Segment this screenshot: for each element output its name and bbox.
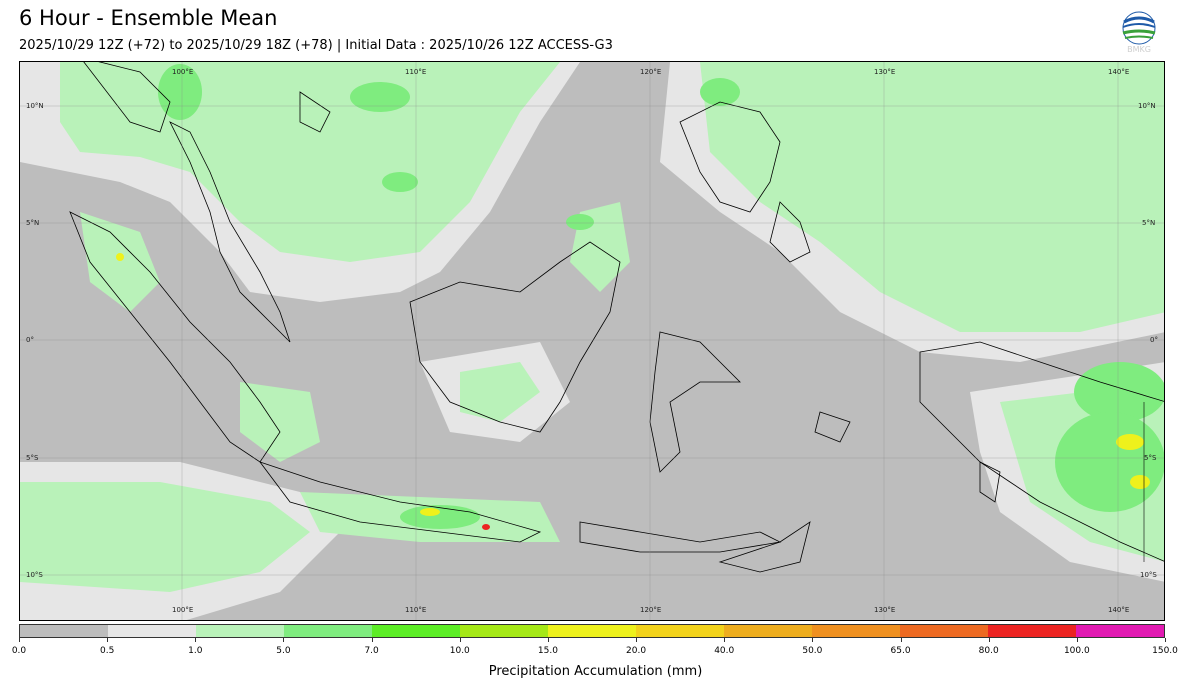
lat-label-right-10s: 10°S xyxy=(1140,571,1157,579)
svg-text:BMKG: BMKG xyxy=(1127,45,1151,54)
colorbar-tick-label: 7.0 xyxy=(364,646,379,656)
colorbar-segment xyxy=(988,625,1076,637)
colorbar-tick-label: 1.0 xyxy=(188,646,203,656)
colorbar-tick-label: 15.0 xyxy=(537,646,558,656)
colorbar-segment xyxy=(548,625,636,637)
lon-label-top-120: 120°E xyxy=(640,68,662,76)
colorbar-segment xyxy=(20,625,108,637)
colorbar-segment xyxy=(460,625,548,637)
lat-label-left-5n: 5°N xyxy=(26,219,40,227)
colorbar-tick-label: 5.0 xyxy=(276,646,291,656)
colorbar-tick-label: 0.0 xyxy=(11,646,27,656)
lat-label-right-5n: 5°N xyxy=(1142,219,1156,227)
lat-label-left-10n: 10°N xyxy=(26,102,44,110)
colorbar-segment xyxy=(372,625,460,637)
precipitation-map: 100°E 110°E 120°E 130°E 140°E 100°E 110°… xyxy=(19,61,1165,621)
colorbar-tickmark xyxy=(900,638,902,642)
precip-layer-high xyxy=(116,253,1150,516)
colorbar-tickmark xyxy=(724,638,726,642)
lat-label-left-10s: 10°S xyxy=(26,571,43,579)
colorbar-segment xyxy=(1076,625,1164,637)
colorbar-tick-label: 100.0 xyxy=(1063,646,1090,656)
colorbar-tick-label: 0.5 xyxy=(99,646,115,656)
map-canvas xyxy=(20,62,1164,620)
lat-label-right-0: 0° xyxy=(1150,336,1158,344)
lon-label-bottom-100: 100°E xyxy=(172,606,194,614)
lat-label-right-10n: 10°N xyxy=(1138,102,1156,110)
chart-subtitle: 2025/10/29 12Z (+72) to 2025/10/29 18Z (… xyxy=(19,38,613,53)
colorbar-segment xyxy=(900,625,988,637)
colorbar-tickmark xyxy=(547,638,549,642)
colorbar-tick-label: 40.0 xyxy=(714,646,735,656)
lon-label-bottom-120: 120°E xyxy=(640,606,662,614)
colorbar-tickmark xyxy=(459,638,461,642)
colorbar-tickmark xyxy=(1165,638,1166,642)
lon-label-bottom-130: 130°E xyxy=(874,606,896,614)
colorbar-tick-label: 20.0 xyxy=(626,646,647,656)
colorbar-tick-label: 10.0 xyxy=(449,646,470,656)
colorbar-tickmark xyxy=(988,638,990,642)
coastlines xyxy=(69,62,1164,573)
lat-label-left-5s: 5°S xyxy=(26,454,39,462)
colorbar-segment xyxy=(284,625,372,637)
colorbar-tickmark xyxy=(1076,638,1078,642)
colorbar-tickmark xyxy=(19,638,20,642)
colorbar-segment xyxy=(636,625,724,637)
colorbar-tick-label: 65.0 xyxy=(890,646,911,656)
colorbar-tick-label: 150.0 xyxy=(1152,646,1178,656)
chart-title: 6 Hour - Ensemble Mean xyxy=(19,6,278,30)
graticule xyxy=(20,62,1164,620)
colorbar-segment xyxy=(196,625,284,637)
precip-layer-extreme xyxy=(482,524,490,530)
bmkg-logo: BMKG xyxy=(1122,11,1156,54)
lon-label-bottom-140: 140°E xyxy=(1108,606,1130,614)
colorbar-tick-label: 80.0 xyxy=(978,646,999,656)
lon-label-top-130: 130°E xyxy=(874,68,896,76)
lon-label-top-140: 140°E xyxy=(1108,68,1130,76)
colorbar-tickmark xyxy=(107,638,109,642)
colorbar-segment xyxy=(812,625,900,637)
colorbar-tickmark xyxy=(636,638,638,642)
colorbar-tickmark xyxy=(195,638,197,642)
lat-label-right-5s: 5°S xyxy=(1144,454,1157,462)
lat-label-left-0: 0° xyxy=(26,336,34,344)
lon-label-top-100: 100°E xyxy=(172,68,194,76)
colorbar-tickmark xyxy=(283,638,285,642)
precip-colorbar xyxy=(19,624,1165,638)
lon-label-top-110: 110°E xyxy=(405,68,427,76)
lon-label-bottom-110: 110°E xyxy=(405,606,427,614)
colorbar-tickmark xyxy=(812,638,814,642)
colorbar-segment xyxy=(724,625,812,637)
colorbar-tick-label: 50.0 xyxy=(802,646,823,656)
colorbar-segment xyxy=(108,625,196,637)
colorbar-label: Precipitation Accumulation (mm) xyxy=(488,664,703,679)
colorbar-tickmark xyxy=(371,638,373,642)
